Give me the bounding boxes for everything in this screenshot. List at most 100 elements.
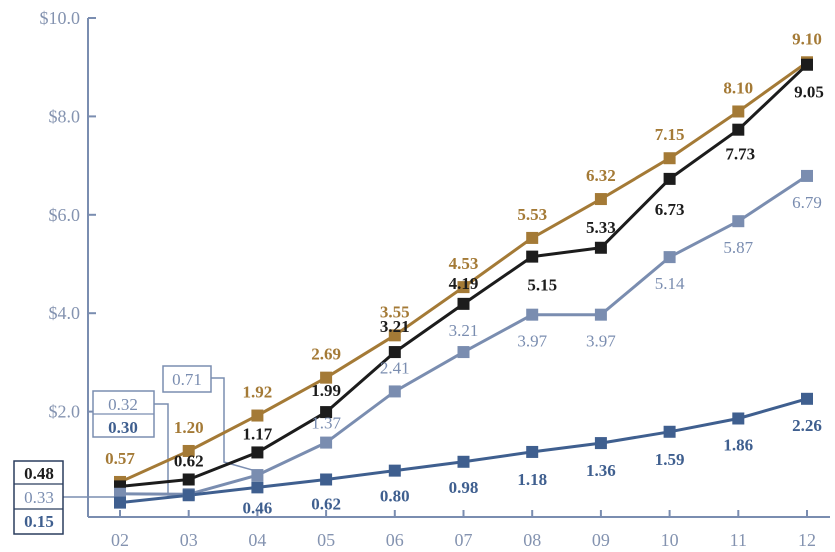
data-point [388, 346, 401, 359]
data-label: 1.99 [311, 381, 341, 400]
data-label: 0.30 [108, 418, 138, 437]
data-label: 3.97 [586, 332, 616, 351]
data-label: 7.73 [725, 145, 755, 164]
data-label: 2.69 [311, 345, 341, 364]
data-point [457, 455, 470, 468]
series-points [114, 56, 813, 509]
axis-ticks: $10.0 $8.0 $6.0 $4.0 $2.0 02 03 04 05 06 07 08 09 10 1… [40, 8, 817, 550]
data-point [663, 425, 676, 438]
data-point [732, 123, 745, 136]
data-point [732, 105, 745, 118]
data-label: 0.32 [108, 395, 138, 414]
x-tick-label: 06 [386, 530, 404, 550]
data-label: 4.53 [449, 254, 479, 273]
data-point [526, 445, 539, 458]
data-point [388, 464, 401, 477]
x-tick-label: 03 [180, 530, 198, 550]
data-point [251, 469, 264, 482]
data-point [594, 437, 607, 450]
data-point [251, 481, 264, 494]
data-label: 1.20 [174, 418, 204, 437]
data-label: 1.59 [655, 450, 685, 469]
data-point [526, 250, 539, 263]
data-label: 8.10 [723, 78, 753, 97]
y-tick-label: $4.0 [49, 303, 81, 323]
x-tick-label: 10 [661, 530, 679, 550]
data-point [801, 58, 813, 71]
data-label: 3.55 [380, 302, 410, 321]
x-tick-label: 02 [111, 530, 129, 550]
data-label: 2.26 [792, 416, 822, 435]
data-point [251, 409, 264, 422]
data-point [663, 152, 676, 165]
data-point [663, 251, 676, 264]
data-point [594, 241, 607, 254]
data-label: 7.15 [655, 125, 685, 144]
data-label: 0.33 [24, 488, 54, 507]
data-label: 1.17 [243, 424, 273, 443]
leader-line [211, 377, 260, 473]
data-point [320, 406, 333, 419]
data-point [526, 308, 539, 321]
data-point [182, 489, 195, 502]
data-label: 3.97 [517, 332, 547, 351]
x-tick-label: 11 [730, 530, 747, 550]
data-label: 5.14 [655, 274, 685, 293]
data-point [663, 172, 676, 185]
x-tick-label: 05 [317, 530, 335, 550]
data-label: 0.57 [105, 449, 135, 468]
data-point [526, 231, 539, 244]
x-tick-label: 07 [455, 530, 473, 550]
x-tick-label: 08 [523, 530, 541, 550]
x-tick-label: 12 [798, 530, 816, 550]
y-tick-label: $6.0 [49, 205, 81, 225]
data-label: 9.10 [792, 29, 822, 48]
label-box-2002 [13, 460, 64, 535]
data-label: 0.62 [174, 451, 204, 470]
data-label: 5.33 [586, 218, 616, 237]
data-label: 3.21 [380, 317, 410, 336]
data-label: 0.46 [243, 498, 273, 517]
data-label: 1.86 [723, 435, 753, 454]
data-point [320, 436, 333, 449]
data-point [594, 308, 607, 321]
x-tick-label: 09 [592, 530, 610, 550]
data-label: 5.53 [517, 205, 547, 224]
chart-axes [87, 18, 830, 518]
data-label: 0.48 [24, 464, 54, 483]
data-label: 5.15 [527, 276, 557, 295]
data-point [457, 346, 470, 359]
data-label: 6.32 [586, 166, 616, 185]
data-label: 4.19 [449, 274, 479, 293]
x-tick-label: 04 [248, 530, 266, 550]
data-point [182, 444, 195, 457]
data-label: 3.21 [449, 321, 479, 340]
data-label: 0.62 [311, 494, 341, 513]
data-point [320, 371, 333, 384]
data-point [114, 496, 126, 509]
data-point [457, 281, 470, 294]
data-label: 0.71 [172, 370, 202, 389]
data-label: 5.87 [723, 238, 753, 257]
data-label: 2.41 [380, 358, 410, 377]
data-label: 1.36 [586, 461, 616, 480]
data-label: 0.80 [380, 487, 410, 506]
data-point [594, 193, 607, 206]
data-point [801, 169, 813, 182]
data-point [182, 473, 195, 486]
y-tick-label: $2.0 [49, 402, 81, 422]
data-point [388, 385, 401, 398]
data-label: 1.37 [311, 414, 341, 433]
data-label: 6.73 [655, 200, 685, 219]
data-label: 1.92 [243, 383, 273, 402]
data-point [732, 215, 745, 228]
data-label: 1.18 [517, 470, 547, 489]
data-label: 6.79 [792, 193, 822, 212]
data-point [388, 329, 401, 342]
data-point [732, 412, 745, 425]
y-tick-label: $8.0 [49, 106, 81, 126]
data-point [457, 297, 470, 310]
data-point [320, 473, 333, 486]
data-label: 9.05 [794, 83, 824, 102]
